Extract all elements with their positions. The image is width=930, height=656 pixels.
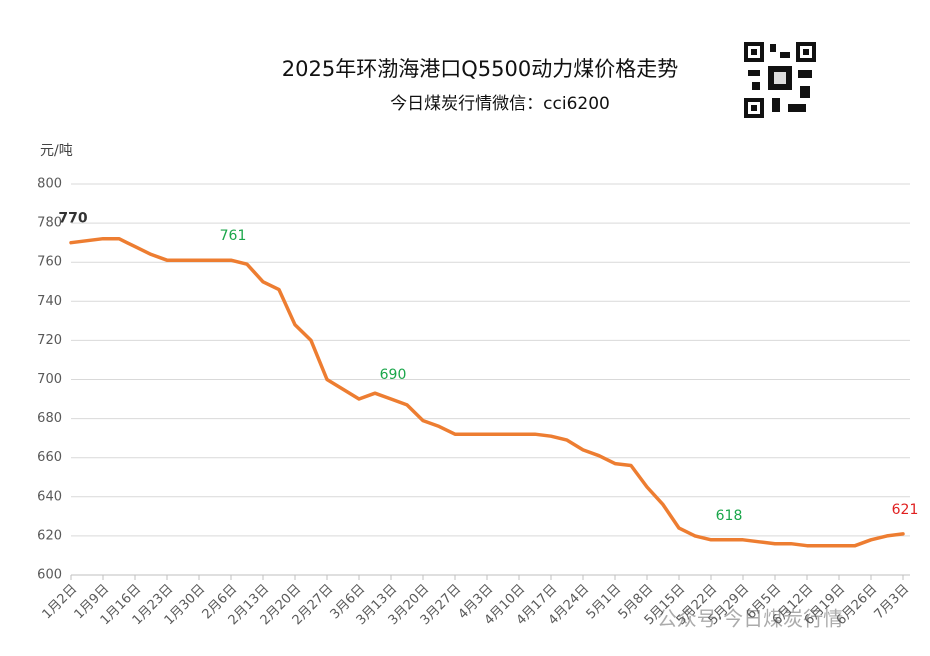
data-label: 770 [58, 211, 87, 227]
y-tick-label: 780 [37, 216, 62, 231]
y-axis-label: 元/吨 [40, 143, 73, 159]
data-label: 761 [220, 228, 247, 244]
y-tick-label: 720 [37, 333, 62, 348]
y-tick-label: 640 [37, 489, 62, 504]
y-tick-label: 760 [37, 255, 62, 270]
data-label: 618 [716, 508, 743, 524]
price-line [69, 236, 905, 548]
chart-title: 2025年环渤海港口Q5500动力煤价格走势 [282, 57, 678, 81]
y-tick-label: 800 [37, 177, 62, 192]
y-tick-label: 700 [37, 372, 62, 387]
y-tick-label: 660 [37, 450, 62, 465]
data-label: 621 [892, 502, 919, 518]
watermark: 公众号·今日煤炭行情 [657, 607, 843, 631]
y-tick-label: 600 [37, 568, 62, 583]
y-tick-label: 740 [37, 294, 62, 309]
x-tick-label: 7月3日 [872, 582, 913, 623]
x-tick-label: 1月2日 [40, 582, 81, 623]
qr-code [744, 42, 816, 118]
y-tick-label: 680 [37, 411, 62, 426]
chart-subtitle: 今日煤炭行情微信：cci6200 [390, 94, 610, 114]
data-label: 690 [380, 367, 407, 383]
y-tick-label: 620 [37, 528, 62, 543]
x-tick-label: 5月1日 [584, 582, 625, 623]
